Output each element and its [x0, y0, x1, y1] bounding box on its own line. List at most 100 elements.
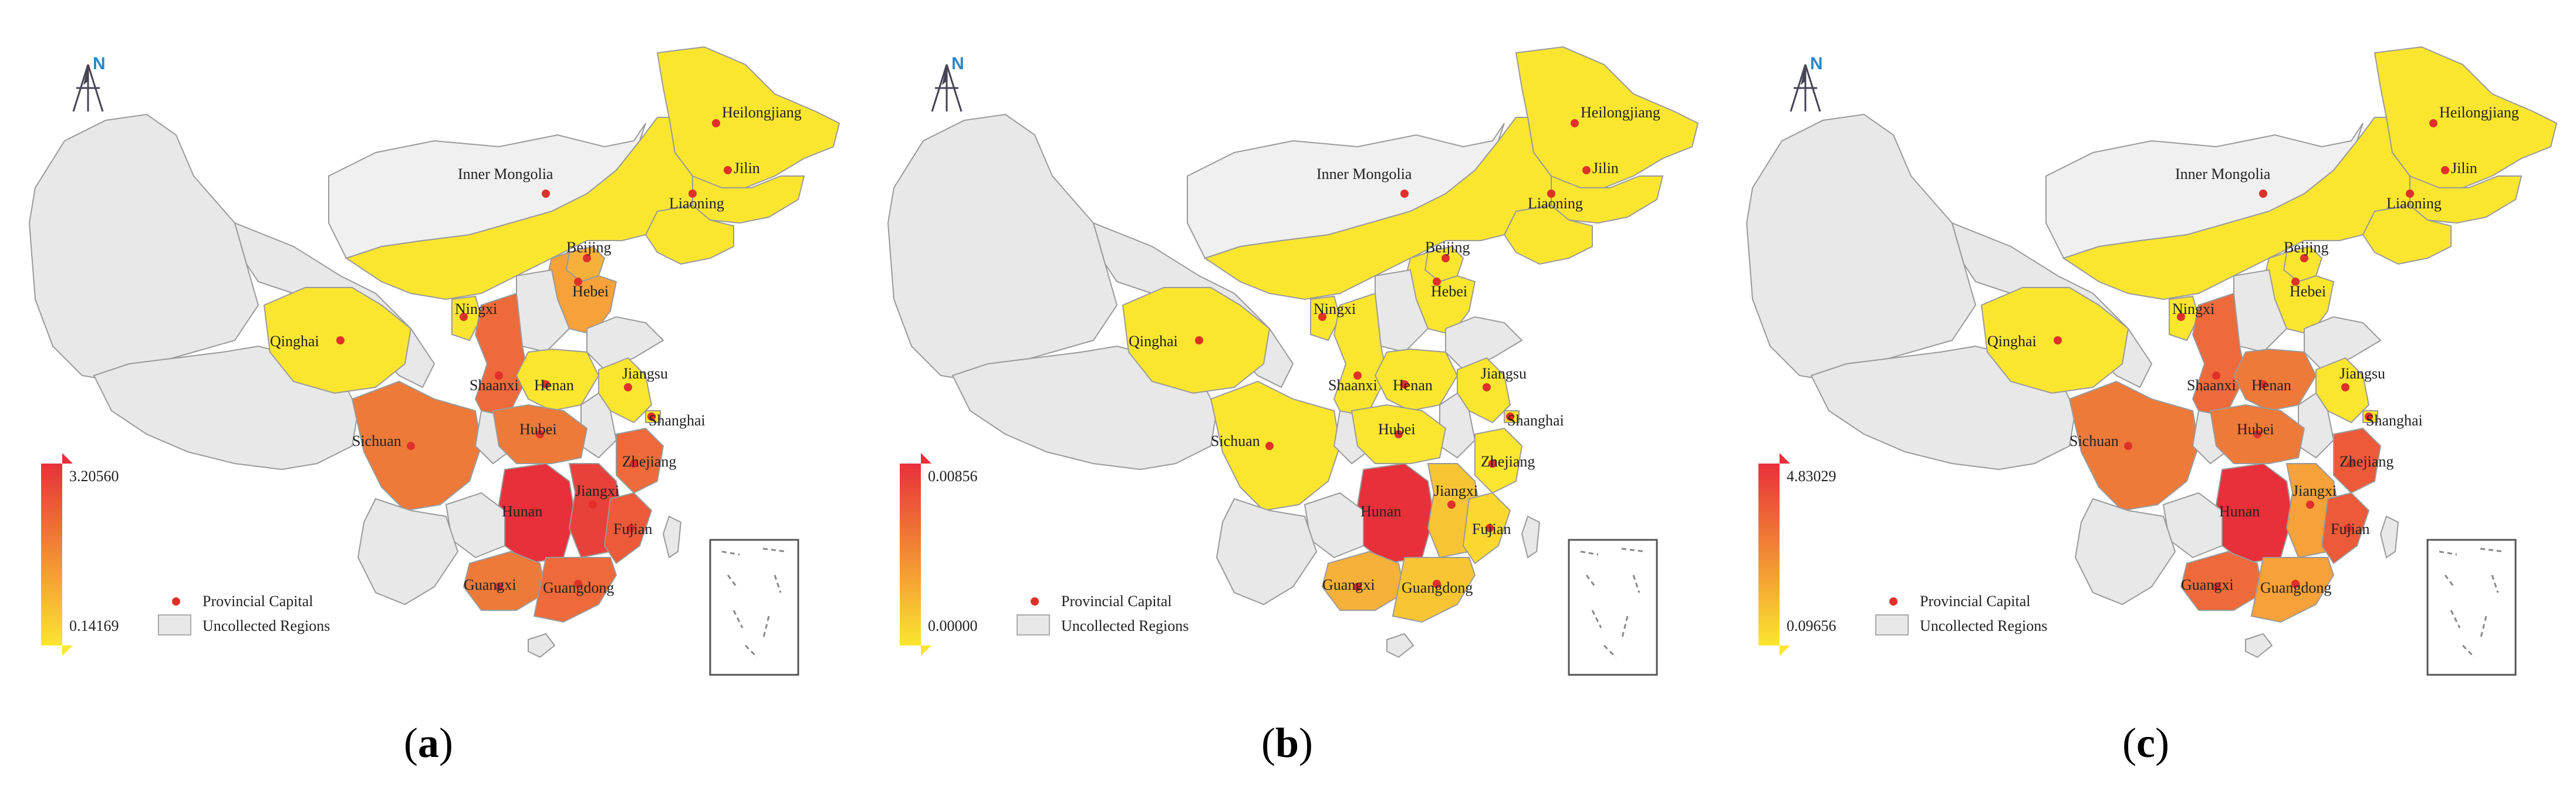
- capital-dot-liaoning: [688, 190, 697, 198]
- capital-dot-henan: [542, 380, 550, 388]
- label-fujian: Fujian: [2331, 520, 2369, 538]
- label-sichuan: Sichuan: [352, 432, 401, 449]
- capital-dot-shanghai: [647, 413, 656, 421]
- capital-dot-beijing: [1441, 254, 1450, 262]
- label-beijing: Beijing: [566, 239, 612, 256]
- province-mongolia: [2045, 123, 2364, 259]
- capital-dot-ningxia: [1318, 313, 1326, 321]
- capital-dot-qinghai: [2054, 336, 2062, 344]
- capital-dot-jiangxi: [589, 501, 597, 509]
- province-guangxi: [2180, 550, 2264, 611]
- label-guangdong: Guangdong: [543, 579, 614, 596]
- label-heilongjiang: Heilongjiang: [722, 104, 802, 121]
- capital-dot-hunan: [530, 506, 538, 515]
- label-fujian: Fujian: [1472, 520, 1511, 538]
- legend-ramp: [41, 464, 62, 645]
- legend-uncollected-swatch: [158, 614, 191, 635]
- capital-dot-shaanxi: [2212, 371, 2220, 380]
- province-liaoning: [644, 204, 734, 265]
- label-fujian: Fujian: [613, 520, 652, 538]
- province-zhejiang: [1474, 427, 1523, 494]
- label-hunan: Hunan: [1360, 503, 1401, 520]
- capital-dot-guangdong: [1433, 580, 1441, 588]
- legend-uncollected-label: Uncollected Regions: [1061, 617, 1189, 634]
- province-taiwan: [2379, 515, 2399, 559]
- province-guangxi: [462, 550, 547, 611]
- north-label: N: [951, 54, 964, 73]
- label-liaoning: Liaoning: [1528, 195, 1583, 212]
- capital-dot-shanghai: [2365, 413, 2373, 421]
- capital-dot-heilongjiang: [1571, 119, 1579, 127]
- map-a: Heilongjiang Jilin Liaoning Inner Mongolia B…: [28, 46, 840, 676]
- caption-b: (b): [1261, 719, 1313, 766]
- north-arrow-icon: N: [72, 54, 106, 112]
- province-sichuan: [351, 380, 482, 512]
- legend-uncollected-swatch: [1017, 614, 1050, 635]
- capital-dot-jiangxi: [2306, 501, 2314, 509]
- legend-min: 0.09656: [1787, 617, 1836, 634]
- capital-dot-hubei: [2253, 430, 2261, 438]
- legend-capital-label: Provincial Capital: [1920, 593, 2030, 610]
- capital-dot-guangxi: [2212, 583, 2220, 591]
- caption-c: (c): [2122, 719, 2169, 766]
- capital-dot-shanghai: [1506, 413, 1514, 421]
- label-jiangxi: Jiangxi: [2293, 482, 2337, 499]
- legend-ramp: [900, 464, 921, 645]
- label-liaoning: Liaoning: [669, 195, 724, 212]
- label-henan: Henan: [534, 377, 574, 394]
- capital-dot-zhejiang: [1488, 459, 1497, 468]
- province-hainan: [1386, 633, 1414, 658]
- province-guangdong: [2250, 557, 2335, 623]
- capital-dot-jiangxi: [1447, 501, 1456, 509]
- label-qinghai: Qinghai: [270, 333, 319, 350]
- province-yunnan: [1216, 498, 1318, 606]
- map-panel-c: Heilongjiang Jilin Liaoning Inner Mongolia B…: [1717, 0, 2576, 791]
- labels-layer: Heilongjiang Jilin Liaoning Inner Mongolia B…: [1129, 104, 1660, 596]
- label-hebei: Hebei: [2290, 283, 2326, 300]
- labels-layer: Heilongjiang Jilin Liaoning Inner Mongolia B…: [1987, 104, 2519, 596]
- label-shaanxi: Shaanxi: [1328, 377, 1378, 394]
- capital-dot-fujian: [1485, 524, 1494, 532]
- capital-dot-hunan: [1389, 506, 1397, 515]
- label-ningxia: Ningxi: [2172, 300, 2214, 317]
- label-hubei: Hubei: [2237, 421, 2274, 438]
- legend-min: 0.14169: [69, 617, 119, 634]
- province-taiwan: [1521, 515, 1541, 559]
- label-henan: Henan: [2251, 377, 2291, 394]
- capital-dot-hubei: [536, 430, 544, 438]
- province-guangdong: [533, 557, 617, 623]
- label-jiangsu: Jiangsu: [2339, 365, 2385, 382]
- north-label: N: [93, 54, 106, 73]
- legend-capital-dot: [172, 597, 180, 606]
- label-hebei: Hebei: [572, 283, 609, 300]
- capital-dot-beijing: [583, 254, 591, 262]
- capital-dot-liaoning: [2406, 190, 2414, 198]
- province-liaoning: [1503, 204, 1593, 265]
- capital-dot-jilin: [2441, 166, 2449, 174]
- label-beijing: Beijing: [2284, 239, 2329, 256]
- label-zhejiang: Zhejiang: [1481, 453, 1535, 470]
- label-guangxi: Guangxi: [1322, 576, 1375, 593]
- label-liaoning: Liaoning: [2386, 195, 2442, 212]
- label-shanghai: Shanghai: [1507, 412, 1564, 429]
- label-qinghai: Qinghai: [1987, 333, 2037, 350]
- legend: 0.00856 0.00000 Provincial Capital Uncollec…: [900, 453, 1189, 656]
- province-guangdong: [1392, 557, 1476, 623]
- north-arrow-icon: N: [1790, 54, 1823, 112]
- province-zhejiang: [2333, 427, 2382, 494]
- capital-dot-jiangsu: [624, 383, 632, 391]
- capital-dot-hubei: [1395, 430, 1403, 438]
- label-inner_mongolia: Inner Mongolia: [1316, 165, 1412, 182]
- province-guangxi: [1321, 550, 1406, 611]
- label-zhejiang: Zhejiang: [622, 453, 676, 470]
- capital-dot-fujian: [627, 524, 635, 532]
- legend-max: 4.83029: [1787, 468, 1836, 485]
- capital-dot-ningxia: [460, 313, 468, 321]
- label-zhejiang: Zhejiang: [2339, 453, 2393, 470]
- label-hubei: Hubei: [1378, 421, 1416, 438]
- south-china-sea-inset: [1568, 539, 1658, 676]
- label-ningxia: Ningxi: [455, 300, 497, 317]
- label-jiangxi: Jiangxi: [1434, 482, 1478, 499]
- capital-dot-fujian: [2344, 524, 2352, 532]
- label-hunan: Hunan: [502, 503, 542, 520]
